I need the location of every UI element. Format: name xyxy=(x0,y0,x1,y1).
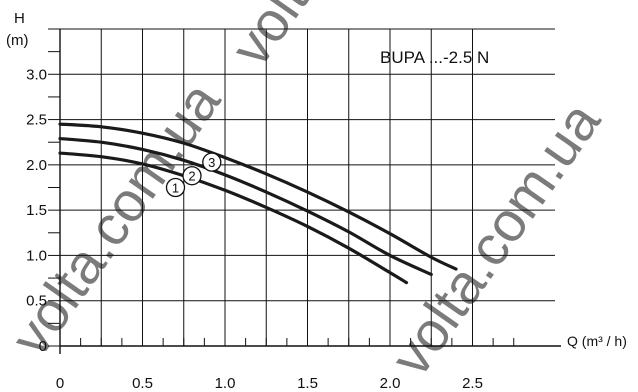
y-tick-label: 0 xyxy=(39,338,47,355)
curve-marker-circle xyxy=(202,152,222,172)
y-tick-label: 0.5 xyxy=(26,293,47,310)
x-tick-label: 2.0 xyxy=(380,375,401,392)
curve-markers: 123 xyxy=(165,152,222,198)
curve-marker-circle xyxy=(182,166,202,186)
y-tick-label: 3.0 xyxy=(26,66,47,83)
grid xyxy=(60,28,555,346)
curve-marker-label: 2 xyxy=(188,169,195,184)
series-line-3 xyxy=(58,122,458,271)
x-tick-label: 0 xyxy=(56,375,64,392)
x-axis-label: Q (m³ / h) xyxy=(567,333,627,349)
y-axis-unit: (m) xyxy=(6,32,29,49)
x-tick-label: 1.0 xyxy=(215,375,236,392)
curve-marker-label: 1 xyxy=(172,181,179,196)
y-tick-label: 1.0 xyxy=(26,247,47,264)
axes: 0 0.5 1.0 1.5 2.0 2.5 0 0.5 1.0 1.5 2.0 2.5 3.0 xyxy=(26,28,561,392)
y-axis-symbol: H xyxy=(14,10,25,27)
series-line-2 xyxy=(58,136,433,277)
x-tick-label: 1.5 xyxy=(297,375,318,392)
y-tick-label: 2.5 xyxy=(26,112,47,129)
series-line-1 xyxy=(58,151,409,285)
x-tick-label: 0.5 xyxy=(132,375,153,392)
x-tick-label: 2.5 xyxy=(462,375,483,392)
y-tick-label: 1.5 xyxy=(26,202,47,219)
series-lines xyxy=(58,122,458,285)
labels: H (m) BUPA ...-2.5 N Q (m³ / h) xyxy=(6,10,627,349)
y-tick-label: 2.0 xyxy=(26,157,47,174)
curve-marker-label: 3 xyxy=(208,155,215,170)
curve-marker-circle xyxy=(165,177,186,198)
chart-title: BUPA ...-2.5 N xyxy=(380,48,489,67)
